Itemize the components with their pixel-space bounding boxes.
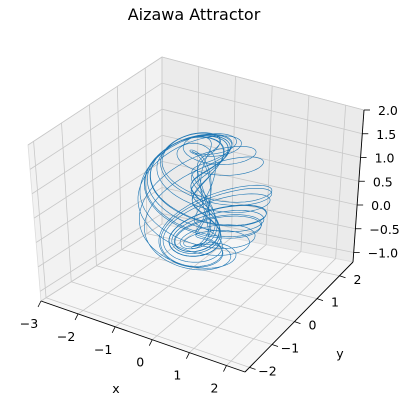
z-axis-line bbox=[352, 109, 365, 263]
gridline-z-back bbox=[161, 56, 365, 111]
x-axis-tick-mark bbox=[223, 365, 227, 372]
gridline-y-floor bbox=[71, 281, 273, 345]
gridline-x-floor bbox=[226, 258, 336, 366]
gridline-z-left bbox=[31, 108, 163, 195]
x-axis-line bbox=[40, 300, 246, 373]
y-axis-tick-label: 1 bbox=[331, 295, 339, 310]
z-axis-tick-label: 1.0 bbox=[375, 151, 395, 166]
x-axis-tick-mark bbox=[37, 300, 42, 308]
y-axis-tick-mark bbox=[316, 298, 324, 302]
gridline-y-left bbox=[33, 141, 47, 298]
gridline-z-back bbox=[161, 108, 361, 158]
x-axis-tick-label: −2 bbox=[57, 329, 75, 344]
gridline-y-floor bbox=[146, 233, 340, 277]
axes-edges bbox=[40, 109, 365, 373]
gridline-z-left bbox=[27, 56, 163, 146]
gridline-z-left bbox=[33, 134, 163, 219]
gridline-z-back bbox=[161, 160, 358, 206]
gridline-z-back bbox=[161, 82, 363, 135]
x-axis-tick-label: 0 bbox=[136, 355, 144, 370]
gridline-y-floor bbox=[121, 249, 318, 300]
y-axis-tick-label: 2 bbox=[354, 272, 362, 287]
y-axis-tick-mark bbox=[339, 275, 346, 279]
chart-title: Aizawa Attractor bbox=[128, 5, 261, 24]
gridline-z-left bbox=[35, 161, 163, 243]
gridline-x-floor bbox=[77, 230, 197, 315]
z-axis-tick-label: −1.0 bbox=[368, 246, 398, 261]
x-axis-tick-mark bbox=[74, 313, 79, 321]
attractor-trajectory bbox=[137, 132, 273, 271]
gridline-x-floor bbox=[114, 237, 232, 328]
y-axis-tick-mark bbox=[294, 321, 301, 324]
y-axis-tick-label: 0 bbox=[309, 318, 317, 333]
x-axis-tick-label: −1 bbox=[94, 342, 112, 357]
gridline-z-left bbox=[39, 213, 163, 292]
x-axis-tick-mark bbox=[111, 326, 116, 333]
z-axis-tick-label: 2.0 bbox=[378, 103, 398, 118]
y-axis-tick-mark bbox=[271, 344, 279, 347]
gridline-y-floor bbox=[96, 265, 295, 322]
attractor-line bbox=[137, 132, 273, 271]
x-axis-tick-label: 2 bbox=[210, 381, 218, 396]
gridline-x-floor bbox=[40, 223, 163, 302]
x-axis-tick-mark bbox=[148, 339, 153, 346]
y-axis-line bbox=[244, 261, 354, 373]
z-axis-tick-label: −0.5 bbox=[369, 222, 399, 237]
gridline-x-back bbox=[265, 85, 273, 245]
x-axis-tick-label: 1 bbox=[173, 368, 181, 383]
gridline-z-left bbox=[29, 82, 163, 170]
gridline-y-left bbox=[144, 67, 148, 234]
z-axis-tick-label: 0.5 bbox=[373, 174, 393, 189]
gridline-x-back bbox=[335, 105, 347, 259]
gridline-x-floor bbox=[152, 244, 267, 341]
y-axis-tick-label: −1 bbox=[281, 341, 299, 356]
gridline-y-left bbox=[89, 104, 97, 266]
gridline-y-floor bbox=[45, 297, 250, 368]
gridline-y-left bbox=[61, 122, 72, 282]
y-axis-tick-label: −2 bbox=[258, 363, 276, 378]
x-axis-tick-mark bbox=[186, 352, 190, 359]
z-axis-tick-label: 1.5 bbox=[376, 127, 396, 142]
x-axis-tick-label: −3 bbox=[20, 316, 38, 331]
gridline-x-back bbox=[300, 95, 310, 252]
z-axis-tick-label: 0.0 bbox=[371, 198, 391, 213]
gridline-x-floor bbox=[189, 251, 302, 353]
y-axis-tick-mark bbox=[249, 367, 256, 370]
y-axis-label: y bbox=[336, 346, 344, 361]
gridline-y-left bbox=[116, 86, 123, 250]
x-axis-label: x bbox=[112, 381, 119, 396]
axes-panes bbox=[27, 56, 365, 373]
gridline-z-back bbox=[161, 134, 359, 182]
